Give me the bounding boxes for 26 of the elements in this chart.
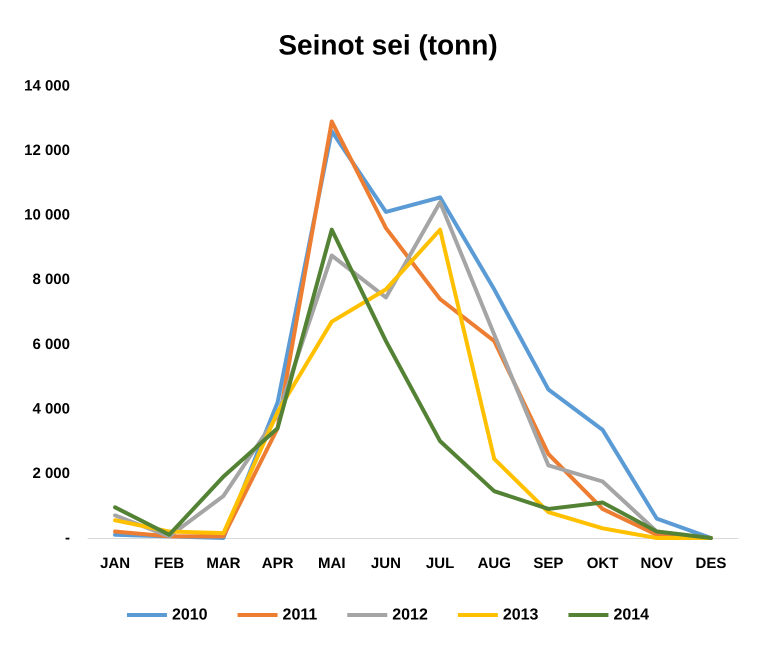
x-tick-label: NOV xyxy=(640,555,674,572)
x-tick-label: SEP xyxy=(533,555,564,572)
y-tick-label: 6 000 xyxy=(32,336,70,353)
chart-title: Seinot sei (tonn) xyxy=(278,30,498,60)
x-tick-label: APR xyxy=(262,555,294,572)
x-tick-label: JUN xyxy=(370,555,401,572)
y-tick-label: 10 000 xyxy=(24,206,70,224)
x-tick-label: FEB xyxy=(154,555,184,572)
x-tick-label: DES xyxy=(695,555,726,572)
y-tick-label: 4 000 xyxy=(32,400,70,418)
y-tick-label: 12 000 xyxy=(24,142,70,160)
x-tick-label: JAN xyxy=(100,555,130,572)
y-tick-label: 8 000 xyxy=(32,271,70,288)
x-tick-label: MAR xyxy=(206,555,241,572)
legend-label: 2013 xyxy=(502,606,539,624)
y-tick-label: 14 000 xyxy=(24,78,70,94)
legend-label: 2011 xyxy=(282,606,318,624)
legend-label: 2014 xyxy=(613,606,650,624)
y-tick-label: - xyxy=(65,530,70,546)
x-tick-label: JUL xyxy=(426,555,454,572)
legend-label: 2012 xyxy=(392,606,428,624)
x-tick-label: OKT xyxy=(586,555,618,572)
y-tick-label: 2 000 xyxy=(32,464,70,482)
x-tick-label: MAI xyxy=(318,555,346,572)
x-tick-label: AUG xyxy=(478,555,511,572)
legend-label: 2010 xyxy=(172,606,208,624)
